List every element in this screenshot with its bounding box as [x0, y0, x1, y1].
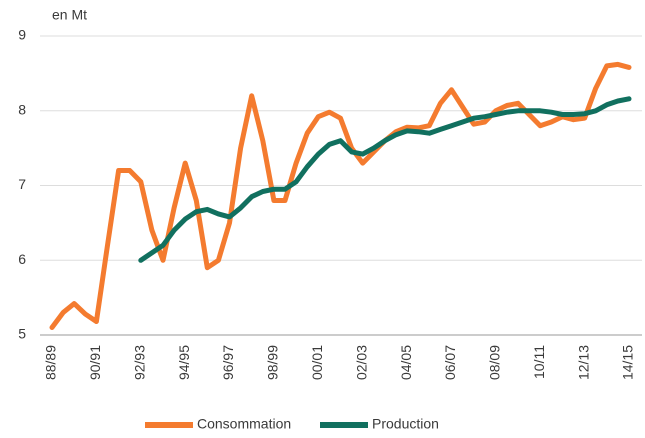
x-tick-label: 06/07	[442, 345, 458, 380]
unit-label: en Mt	[52, 7, 87, 23]
y-tick-label: 6	[18, 251, 26, 267]
y-tick-label: 7	[18, 176, 26, 192]
x-tick-label: 90/91	[87, 345, 103, 380]
x-tick-label: 14/15	[620, 345, 636, 380]
x-tick-label: 92/93	[131, 345, 147, 380]
x-tick-label: 88/89	[43, 345, 59, 380]
x-tick-label: 10/11	[531, 345, 547, 379]
legend-label: Production	[372, 416, 439, 432]
y-tick-label: 8	[18, 101, 26, 117]
x-tick-label: 96/97	[220, 345, 236, 380]
x-tick-label: 02/03	[353, 345, 369, 380]
x-tick-label: 94/95	[176, 345, 192, 380]
x-tick-label: 98/99	[265, 345, 281, 380]
x-tick-label: 12/13	[575, 345, 591, 380]
x-tick-label: 00/01	[309, 345, 325, 380]
legend-label: Consommation	[197, 416, 291, 432]
series-line	[138, 96, 632, 263]
x-tick-label: 08/09	[487, 345, 503, 380]
y-tick-label: 9	[18, 27, 26, 43]
series-line	[49, 61, 632, 330]
x-tick-label: 04/05	[398, 345, 414, 380]
y-tick-label: 5	[18, 326, 26, 342]
